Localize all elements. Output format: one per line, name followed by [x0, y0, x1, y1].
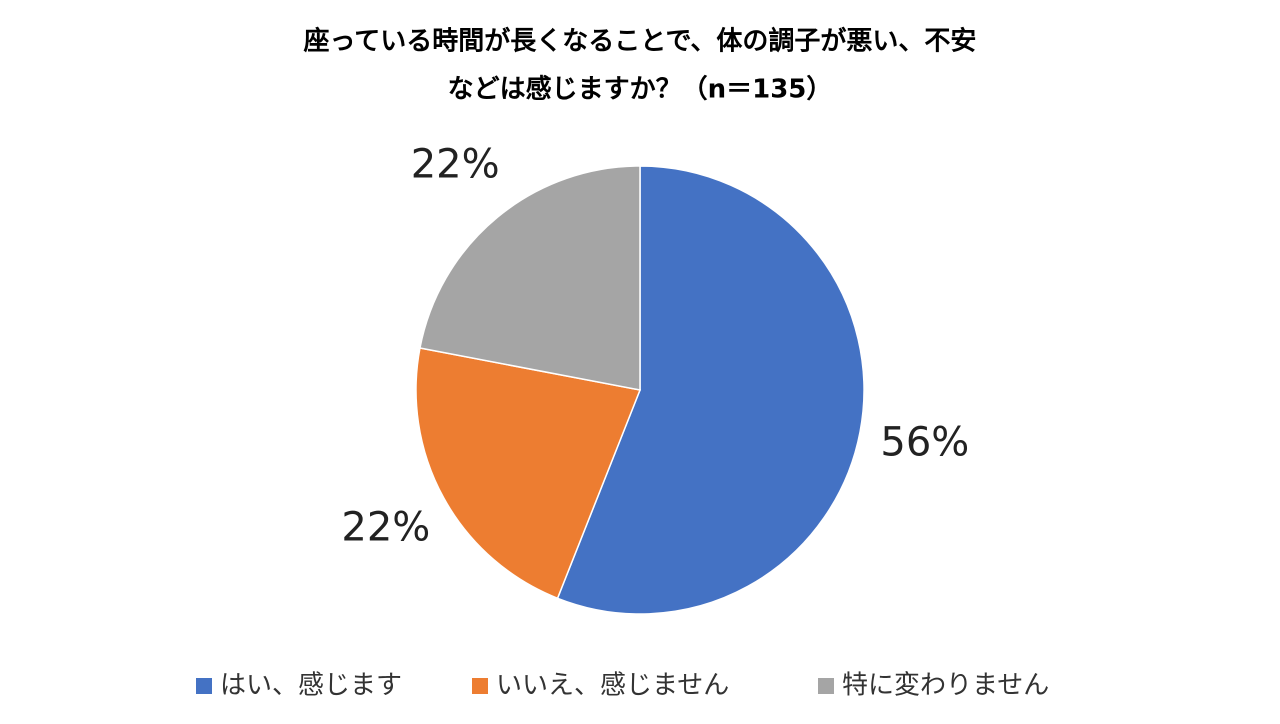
data-label: 56%	[880, 419, 969, 465]
legend-label: いいえ、感じません	[496, 671, 729, 701]
data-label: 22%	[341, 505, 430, 551]
legend-swatch	[818, 678, 834, 694]
chart-title: 座っている時間が長くなることで、体の調子が悪い、不安	[304, 26, 977, 57]
data-label: 22%	[411, 142, 500, 188]
pie-slice	[556, 165, 865, 615]
legend-label: 特に変わりません	[842, 671, 1049, 701]
legend-label: はい、感じます	[220, 671, 402, 701]
pie-slice	[415, 347, 642, 600]
legend-swatch	[472, 678, 488, 694]
legend-swatch	[196, 678, 212, 694]
chart-title: などは感じますか？（n＝135）	[448, 75, 833, 105]
pie-slice	[419, 165, 641, 391]
